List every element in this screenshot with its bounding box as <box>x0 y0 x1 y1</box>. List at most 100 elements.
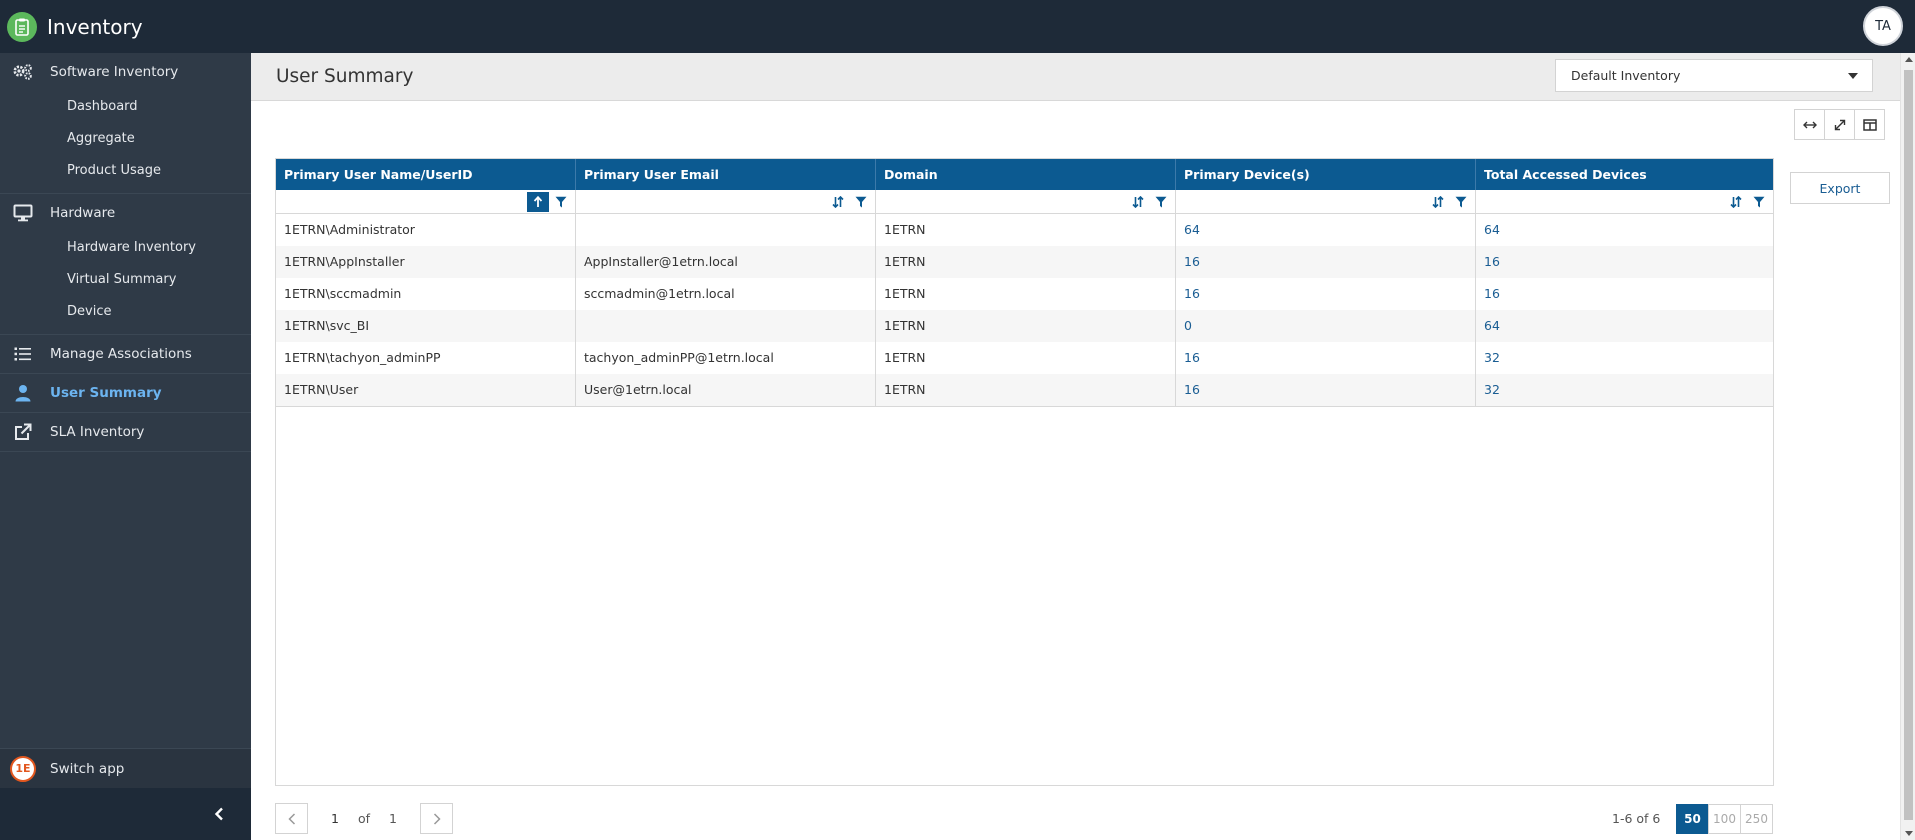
cell-total-devices-link[interactable]: 16 <box>1484 286 1500 301</box>
page-size-100[interactable]: 100 <box>1708 804 1741 834</box>
cell-primary-devices-link[interactable]: 64 <box>1176 214 1476 246</box>
column-header-primary-devices[interactable]: Primary Device(s) <box>1176 159 1476 190</box>
next-page-button[interactable] <box>420 803 453 834</box>
cell-user: 1ETRN\AppInstaller <box>276 246 576 278</box>
table-row[interactable]: 1ETRN\svc_BI 1ETRN 0 64 <box>276 310 1773 342</box>
nav-item-dashboard[interactable]: Dashboard <box>67 99 138 114</box>
sort-icon[interactable] <box>1127 192 1149 212</box>
nav-user-summary[interactable]: User Summary <box>0 374 251 412</box>
sidebar-footer <box>0 788 251 840</box>
external-link-icon <box>12 422 34 442</box>
export-button[interactable]: Export <box>1790 172 1890 204</box>
gears-icon <box>12 62 34 82</box>
monitor-icon <box>12 203 34 223</box>
nav-manage-associations[interactable]: Manage Associations <box>0 335 251 373</box>
column-header-email[interactable]: Primary User Email <box>576 159 876 190</box>
page-size-50[interactable]: 50 <box>1676 804 1709 834</box>
cell-domain: 1ETRN <box>876 342 1176 374</box>
fit-columns-button[interactable] <box>1794 109 1825 140</box>
nav-hardware-label: Hardware <box>50 205 116 221</box>
sort-icon[interactable] <box>827 192 849 212</box>
table-row[interactable]: 1ETRN\User User@1etrn.local 1ETRN 16 32 <box>276 374 1773 406</box>
total-pages: 1 <box>389 811 397 826</box>
nav-sla-inventory[interactable]: SLA Inventory <box>0 413 251 451</box>
column-header-domain[interactable]: Domain <box>876 159 1176 190</box>
cell-total-devices-link[interactable]: 32 <box>1484 382 1500 397</box>
cell-primary-devices-link[interactable]: 16 <box>1176 278 1476 310</box>
collapse-sidebar-button[interactable] <box>209 804 229 824</box>
cell-domain: 1ETRN <box>876 310 1176 342</box>
chevron-left-icon <box>287 812 295 825</box>
cell-email <box>576 310 876 342</box>
cell-total-devices-link[interactable]: 16 <box>1484 254 1500 269</box>
inventory-select[interactable]: Default Inventory <box>1555 59 1873 92</box>
user-icon <box>12 383 34 403</box>
user-avatar[interactable]: TA <box>1863 6 1903 46</box>
cell-total-devices-link[interactable]: 64 <box>1484 318 1500 333</box>
caret-down-icon <box>1848 73 1858 79</box>
expand-button[interactable] <box>1824 109 1855 140</box>
expand-icon <box>1834 119 1845 130</box>
nav-item-aggregate[interactable]: Aggregate <box>67 131 135 146</box>
sort-icon[interactable] <box>1725 192 1747 212</box>
cell-primary-devices-link[interactable]: 0 <box>1176 310 1476 342</box>
cell-primary-devices-link[interactable]: 16 <box>1176 342 1476 374</box>
cell-user: 1ETRN\Administrator <box>276 214 576 246</box>
columns-icon <box>1862 118 1877 131</box>
nav-item-device[interactable]: Device <box>67 304 112 319</box>
nav-user-summary-label: User Summary <box>50 385 162 401</box>
sort-icon[interactable] <box>1427 192 1449 212</box>
cell-email <box>576 214 876 246</box>
scroll-up-icon[interactable] <box>1905 57 1913 62</box>
columns-button[interactable] <box>1854 109 1885 140</box>
column-header-total-devices[interactable]: Total Accessed Devices <box>1484 167 1647 182</box>
filter-icon[interactable] <box>851 192 871 212</box>
filter-icon[interactable] <box>1451 192 1471 212</box>
table-row[interactable]: 1ETRN\Administrator 1ETRN 64 64 <box>276 214 1773 246</box>
scrollbar-thumb[interactable] <box>1904 70 1913 820</box>
inventory-app-icon[interactable] <box>7 11 37 42</box>
app-title: Inventory <box>47 14 143 39</box>
table-row[interactable]: 1ETRN\tachyon_adminPP tachyon_adminPP@1e… <box>276 342 1773 374</box>
filter-cell-total-devices <box>1476 190 1773 213</box>
previous-page-button[interactable] <box>275 803 308 834</box>
cell-user: 1ETRN\sccmadmin <box>276 278 576 310</box>
filter-cell-domain <box>876 190 1176 213</box>
sort-ascending-icon[interactable] <box>527 192 549 212</box>
nav-software-inventory-label: Software Inventory <box>50 64 179 80</box>
column-header-user[interactable]: Primary User Name/UserID <box>276 159 576 190</box>
table-row[interactable]: 1ETRN\AppInstaller AppInstaller@1etrn.lo… <box>276 246 1773 278</box>
cell-domain: 1ETRN <box>876 374 1176 406</box>
nav-group-manage-associations: Manage Associations <box>0 335 251 374</box>
top-bar: Inventory TA <box>0 0 1915 53</box>
chevron-left-icon <box>214 807 223 821</box>
table-row[interactable]: 1ETRN\sccmadmin sccmadmin@1etrn.local 1E… <box>276 278 1773 310</box>
page-size-250[interactable]: 250 <box>1740 804 1773 834</box>
page-scrollbar[interactable] <box>1900 53 1915 840</box>
chevron-right-icon <box>433 812 441 825</box>
filter-cell-user <box>276 190 576 213</box>
nav-item-virtual-summary[interactable]: Virtual Summary <box>67 272 177 287</box>
filter-icon[interactable] <box>1151 192 1171 212</box>
nav-software-inventory[interactable]: Software Inventory <box>0 53 251 91</box>
filter-cell-email <box>576 190 876 213</box>
nav-item-product-usage[interactable]: Product Usage <box>67 163 161 178</box>
cell-primary-devices-link[interactable]: 16 <box>1176 374 1476 406</box>
cell-email: AppInstaller@1etrn.local <box>576 246 876 278</box>
1e-logo-icon: 1E <box>10 755 36 782</box>
switch-app-button[interactable]: 1E Switch app <box>0 748 251 788</box>
filter-cell-primary-devices <box>1176 190 1476 213</box>
nav-item-hardware-inventory[interactable]: Hardware Inventory <box>67 240 196 255</box>
current-page[interactable]: 1 <box>331 811 339 826</box>
filter-icon[interactable] <box>1749 192 1769 212</box>
list-icon <box>12 344 34 364</box>
cell-total-devices-link[interactable]: 32 <box>1484 350 1500 365</box>
nav-group-sla-inventory: SLA Inventory <box>0 413 251 452</box>
record-range: 1-6 of 6 <box>1612 811 1661 826</box>
cell-primary-devices-link[interactable]: 16 <box>1176 246 1476 278</box>
cell-total-devices-link[interactable]: 64 <box>1484 222 1500 237</box>
nav-group-software-inventory: Software Inventory Dashboard Aggregate P… <box>0 53 251 194</box>
filter-icon[interactable] <box>551 192 571 212</box>
scroll-down-icon[interactable] <box>1905 831 1913 836</box>
nav-hardware[interactable]: Hardware <box>0 194 251 232</box>
